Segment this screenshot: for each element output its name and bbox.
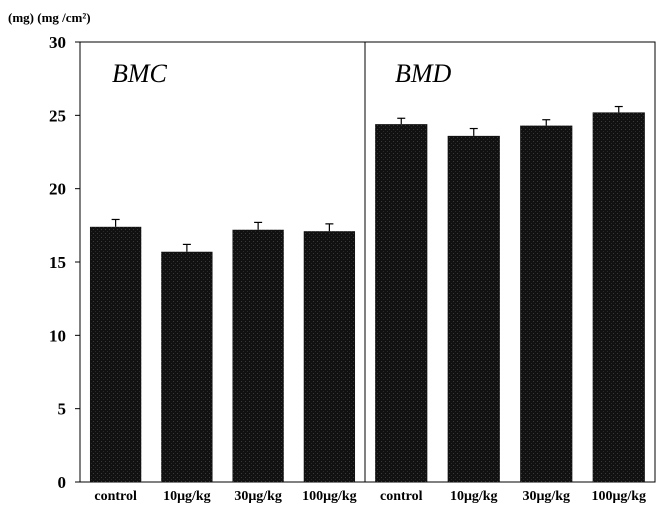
bar [161,251,213,482]
bar [375,124,428,482]
bar [447,135,500,482]
bar [520,125,573,482]
x-tick-label: 30μg/kg [234,489,282,504]
bar [303,231,356,482]
x-tick-label: 100μg/kg [591,489,646,504]
panel-title: BMC [112,59,168,88]
x-tick-label: 100μg/kg [302,489,357,504]
y-tick-label: 5 [58,400,67,419]
error-bars [111,105,623,252]
x-tick-label: 10μg/kg [450,489,498,504]
y-axis-unit-label: (mg) (mg /cm²) [8,10,91,25]
x-tick-label: control [380,489,423,504]
bar [89,226,142,482]
bars [89,112,645,483]
panel-titles: BMC BMD [112,59,452,88]
y-tick-label: 25 [49,106,66,125]
bar [232,229,284,482]
x-tick-label: 10μg/kg [163,489,211,504]
y-tick-label: 10 [49,326,66,345]
y-tick-label: 15 [49,253,66,272]
y-tick-label: 0 [58,473,67,492]
x-tick-label: 30μg/kg [522,489,570,504]
y-tick-label: 30 [49,33,66,52]
bar [592,112,645,483]
x-tick-label: control [94,489,137,504]
y-tick-label: 20 [49,180,66,199]
y-axis-ticks: 0 5 10 15 20 25 30 [49,33,80,492]
panel-title: BMD [395,59,452,88]
x-axis-tick-labels: control 10μg/kg 30μg/kg 100μg/kg control 10μg… [94,489,646,504]
